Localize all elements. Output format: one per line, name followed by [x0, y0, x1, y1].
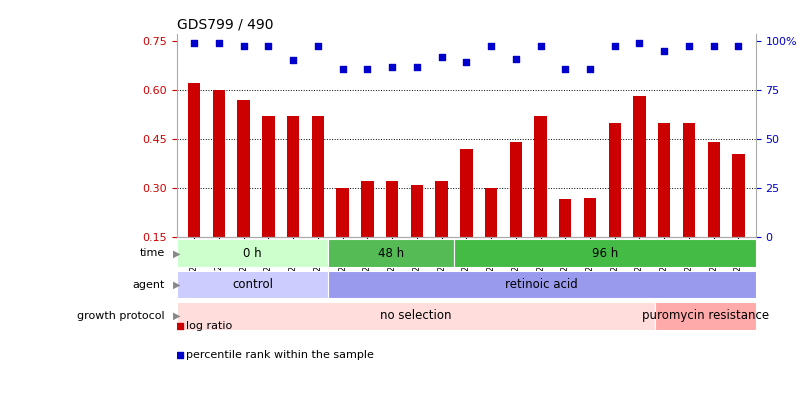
Point [385, 64, 398, 70]
Bar [707, 142, 719, 237]
Bar [237, 100, 250, 237]
Bar [328, 271, 755, 298]
Bar [633, 96, 645, 237]
Bar [410, 185, 422, 237]
Bar [177, 271, 328, 298]
Point [237, 43, 250, 49]
Bar [608, 123, 620, 237]
Point [608, 43, 621, 49]
Point [558, 66, 571, 72]
Point [731, 43, 744, 49]
Text: 0 h: 0 h [243, 247, 261, 260]
Point [657, 47, 670, 54]
Point [533, 43, 546, 49]
Text: retinoic acid: retinoic acid [505, 278, 577, 291]
Point [509, 55, 522, 62]
Text: GDS799 / 490: GDS799 / 490 [177, 18, 273, 32]
Point [173, 351, 186, 358]
Point [361, 66, 373, 72]
Bar [312, 116, 324, 237]
Point [484, 43, 497, 49]
Bar [188, 83, 200, 237]
Point [682, 43, 695, 49]
Point [632, 39, 645, 46]
Text: growth protocol: growth protocol [77, 311, 165, 321]
Text: agent: agent [132, 279, 165, 290]
Point [212, 39, 225, 46]
Text: 48 h: 48 h [377, 247, 403, 260]
Point [583, 66, 596, 72]
Bar [435, 181, 447, 237]
Text: ▶: ▶ [173, 248, 180, 258]
Bar [213, 90, 225, 237]
Bar [682, 123, 695, 237]
Bar [328, 239, 453, 267]
Bar [177, 239, 328, 267]
Point [287, 57, 300, 64]
Bar [287, 116, 299, 237]
Bar [534, 116, 546, 237]
Text: 96 h: 96 h [591, 247, 617, 260]
Point [459, 59, 472, 65]
Text: time: time [140, 248, 165, 258]
Text: no selection: no selection [380, 309, 451, 322]
Bar [453, 239, 755, 267]
Text: ▶: ▶ [173, 279, 180, 290]
Text: puromycin resistance: puromycin resistance [641, 309, 768, 322]
Bar [459, 149, 472, 237]
Text: log ratio: log ratio [185, 321, 231, 331]
Point [336, 66, 349, 72]
Point [173, 322, 186, 329]
Bar [177, 302, 654, 330]
Text: percentile rank within the sample: percentile rank within the sample [185, 350, 373, 360]
Bar [657, 123, 670, 237]
Point [262, 43, 275, 49]
Bar [385, 181, 397, 237]
Bar [509, 142, 521, 237]
Text: ▶: ▶ [173, 311, 180, 321]
Bar [558, 199, 571, 237]
Point [707, 43, 719, 49]
Bar [583, 198, 596, 237]
Point [188, 39, 201, 46]
Bar [732, 153, 744, 237]
Bar [484, 188, 496, 237]
Point [410, 64, 422, 70]
Point [434, 54, 447, 60]
Text: control: control [231, 278, 272, 291]
Bar [262, 116, 275, 237]
Bar [336, 188, 349, 237]
Bar [361, 181, 373, 237]
Point [311, 43, 324, 49]
Bar [654, 302, 755, 330]
